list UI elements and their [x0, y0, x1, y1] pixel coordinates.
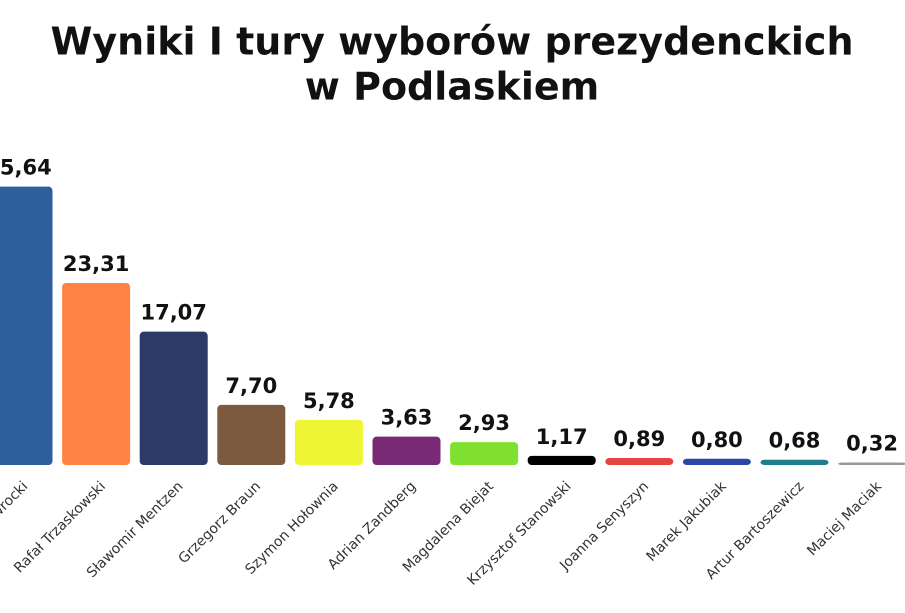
- value-label: 2,93: [458, 411, 510, 435]
- x-tick-label: Marek Jakubiak: [643, 478, 730, 565]
- bar: [139, 331, 208, 465]
- value-label: 1,17: [536, 425, 588, 449]
- bar: [217, 404, 286, 465]
- value-label: 17,07: [140, 301, 206, 325]
- value-label: 35,64: [0, 156, 52, 180]
- bar: [0, 186, 53, 465]
- x-tick-label: Grzegorz Braun: [176, 479, 265, 568]
- bar: [605, 458, 674, 465]
- chart-title: w Podlaskiem: [305, 65, 599, 109]
- value-label: 3,63: [381, 406, 433, 430]
- value-label: 0,89: [613, 427, 665, 451]
- bar: [294, 419, 363, 465]
- value-label: 23,31: [63, 252, 129, 276]
- value-label: 7,70: [225, 374, 277, 398]
- bar: [760, 459, 829, 465]
- value-label: 5,78: [303, 389, 355, 413]
- chart-title: Wyniki I tury wyborów prezydenckich: [50, 20, 853, 64]
- x-tick-label: Maciej Maciak: [804, 478, 885, 559]
- bar: [838, 462, 905, 465]
- bar: [62, 282, 131, 465]
- value-label: 0,80: [691, 428, 743, 452]
- bar: [527, 455, 596, 465]
- value-label: 0,68: [769, 429, 821, 453]
- bar: [372, 436, 441, 465]
- bar: [450, 442, 519, 465]
- bar: [682, 458, 751, 465]
- value-label: 0,32: [846, 432, 898, 456]
